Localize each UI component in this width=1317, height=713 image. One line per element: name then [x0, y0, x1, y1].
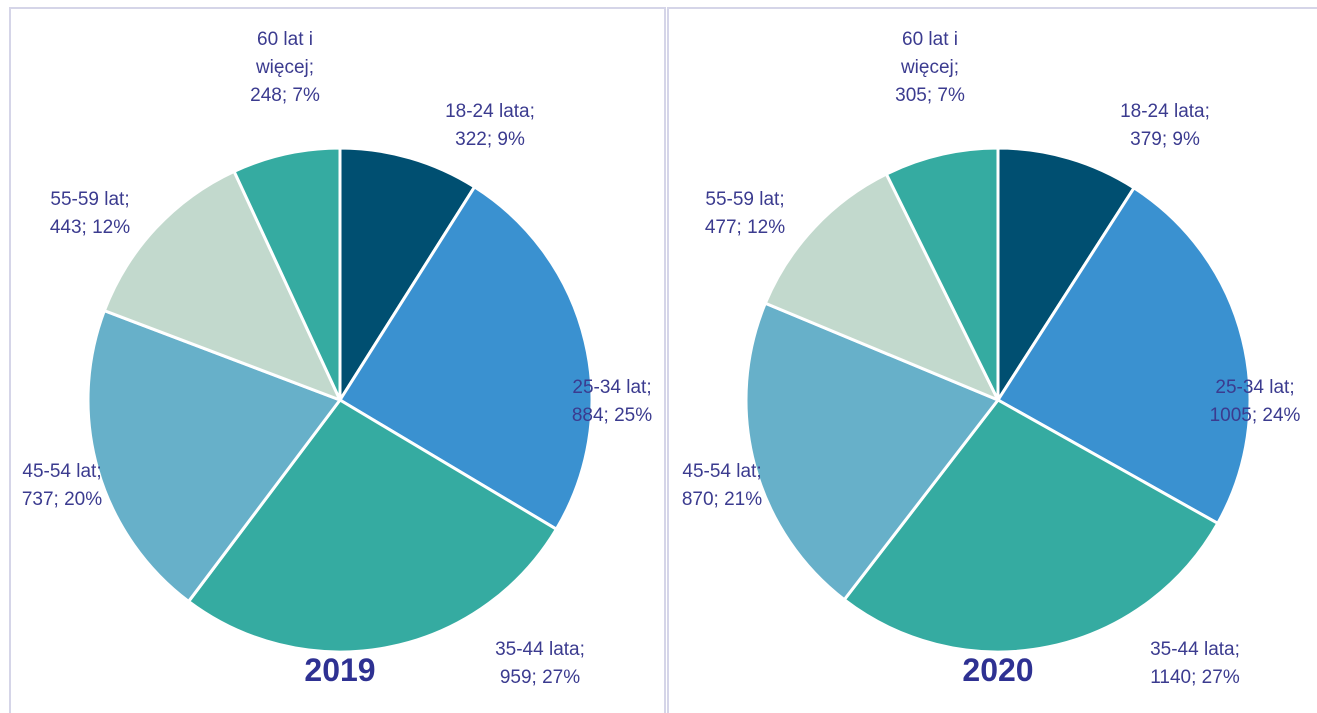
label-value: 1005; 24% [1209, 405, 1301, 426]
pie-slice [338, 146, 477, 406]
label-category: 25-34 lat; [1215, 377, 1295, 398]
pie-slice [744, 301, 1001, 602]
pie-slice [842, 398, 1220, 654]
chart-title-text: 2020 [962, 652, 1034, 688]
label-category: 18-24 lata; [1120, 101, 1210, 122]
label-category: 35-44 lata; [495, 639, 585, 660]
pie-slice [86, 308, 343, 604]
data-label: 35-44 lata; 959; 27% [470, 636, 610, 692]
label-category: 25-34 lat; [572, 377, 652, 398]
data-label: 18-24 lata; 379; 9% [1095, 98, 1235, 154]
label-value: 737; 20% [21, 489, 103, 510]
pie-slice [186, 398, 559, 654]
data-label: 25-34 lat; 1005; 24% [1195, 374, 1315, 430]
data-label: 45-54 lat; 737; 20% [2, 458, 122, 514]
panel-border [667, 7, 1317, 713]
label-category: 60 lat i więcej; [255, 29, 315, 78]
label-category: 45-54 lat; [682, 461, 762, 482]
pie-slice [232, 146, 342, 401]
label-value: 305; 7% [895, 85, 965, 106]
label-category: 35-44 lata; [1150, 639, 1240, 660]
data-label: 35-44 lata; 1140; 27% [1125, 636, 1265, 692]
pie-slice [763, 172, 1002, 403]
label-category: 55-59 lat; [705, 189, 785, 210]
label-category: 60 lat i więcej; [900, 29, 960, 78]
data-label: 45-54 lat; 870; 21% [662, 458, 782, 514]
data-label: 55-59 lat; 443; 12% [30, 186, 150, 242]
chart-title: 2020 [898, 652, 1098, 689]
label-value: 477; 12% [704, 217, 786, 238]
data-label: 18-24 lata; 322; 9% [420, 98, 560, 154]
label-value: 248; 7% [250, 85, 320, 106]
label-value: 379; 9% [1130, 129, 1200, 150]
data-label: 60 lat i więcej; 305; 7% [880, 26, 980, 110]
label-value: 443; 12% [49, 217, 131, 238]
label-category: 45-54 lat; [22, 461, 102, 482]
label-value: 322; 9% [455, 129, 525, 150]
data-label: 60 lat i więcej; 248; 7% [235, 26, 335, 110]
label-category: 18-24 lata; [445, 101, 535, 122]
data-label: 25-34 lat; 884; 25% [552, 374, 672, 430]
pie-slice [996, 146, 1137, 406]
label-value: 959; 27% [499, 667, 581, 688]
label-category: 55-59 lat; [50, 189, 130, 210]
chart-title-text: 2019 [304, 652, 376, 688]
pie-slice [102, 169, 343, 403]
panel-border [9, 7, 666, 713]
pie-slice [337, 184, 594, 532]
label-value: 884; 25% [571, 405, 653, 426]
chart-title: 2019 [240, 652, 440, 689]
label-value: 1140; 27% [1150, 667, 1240, 688]
label-value: 870; 21% [681, 489, 763, 510]
pie-slice [995, 185, 1252, 526]
pie-slice [884, 146, 1000, 401]
data-label: 55-59 lat; 477; 12% [685, 186, 805, 242]
